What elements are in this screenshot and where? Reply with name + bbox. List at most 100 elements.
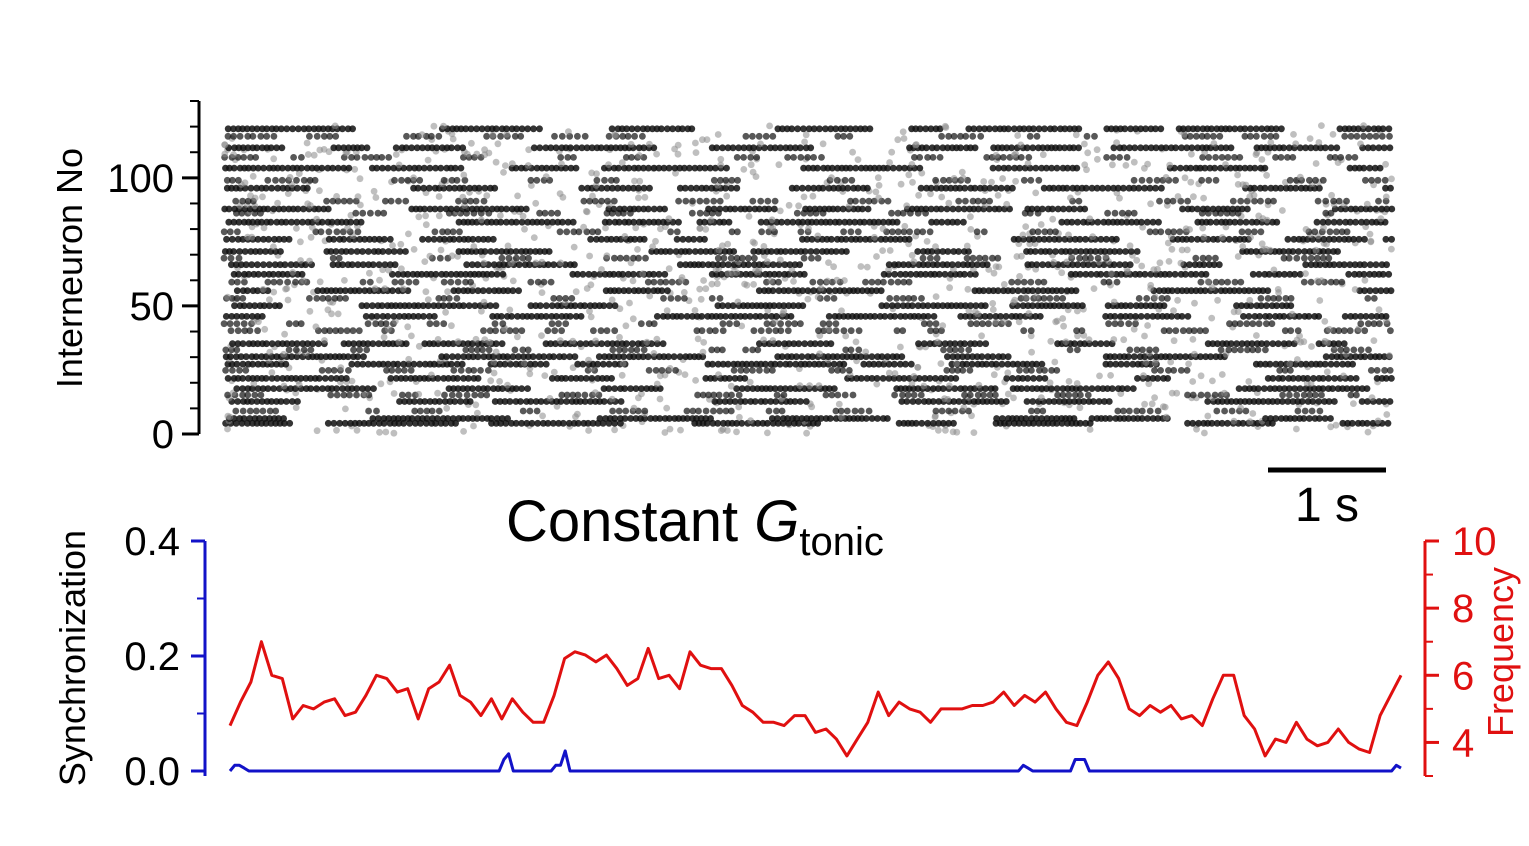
spike-dot	[1312, 176, 1319, 184]
spike-dot	[1202, 327, 1209, 335]
spike-dot	[873, 253, 880, 260]
spike-dot	[1332, 421, 1340, 429]
spike-dot	[525, 254, 532, 262]
spike-dot	[1016, 313, 1024, 320]
spike-dot	[1105, 398, 1113, 405]
spike-dot	[1321, 144, 1329, 152]
spike-dot	[683, 407, 691, 415]
spike-dot	[246, 302, 254, 310]
spike-dot	[513, 254, 520, 262]
spike-dot	[905, 235, 913, 243]
spike-dot	[1227, 144, 1235, 152]
spike-dot	[361, 390, 369, 398]
spike-dot	[459, 144, 467, 152]
spike-dot	[1368, 313, 1375, 320]
spike-dot	[1040, 278, 1048, 286]
spike-dot	[425, 184, 433, 192]
spike-dot	[865, 360, 873, 368]
spike-dot	[845, 367, 853, 374]
spike-dot	[571, 261, 578, 269]
spike-dot	[263, 340, 270, 348]
spike-dot	[1033, 261, 1041, 269]
spike-dot	[1047, 385, 1055, 392]
spike-dot	[401, 367, 408, 374]
spike-dot	[743, 367, 750, 374]
spike-dot	[239, 360, 247, 368]
spike-dot	[457, 367, 465, 374]
spike-dot	[1053, 295, 1061, 302]
spike-dot	[1202, 353, 1210, 361]
spike-dot	[353, 391, 360, 399]
spike-dot	[702, 375, 710, 382]
spike-dot	[634, 246, 641, 253]
spike-dot	[1131, 144, 1139, 152]
spike-dot	[345, 340, 352, 348]
spike-dot	[710, 205, 718, 213]
spike-dot	[929, 398, 937, 405]
spike-dot	[751, 398, 759, 405]
spike-dot	[1274, 340, 1282, 348]
spike-dot	[1221, 407, 1228, 415]
spike-dot	[731, 398, 739, 405]
spike-dot	[1051, 358, 1059, 366]
spike-dot	[711, 398, 719, 405]
spike-dot	[932, 375, 939, 382]
spike-dot	[1022, 294, 1030, 301]
spike-dot	[1284, 398, 1292, 405]
spike-dot	[1329, 131, 1337, 138]
spike-dot	[1156, 197, 1163, 205]
spike-dot	[519, 254, 527, 262]
spike-dot	[419, 235, 426, 243]
spike-dot	[775, 340, 783, 348]
spike-dot	[733, 428, 740, 436]
spike-dot	[272, 176, 279, 184]
spike-dot	[785, 287, 792, 295]
spike-dot	[681, 295, 688, 302]
spike-dot	[786, 398, 794, 405]
spike-dot	[1065, 378, 1073, 385]
spike-dot	[1277, 360, 1285, 368]
spike-dot	[390, 313, 398, 320]
spike-dot	[416, 398, 424, 405]
spike-dot	[769, 132, 777, 140]
spike-dot	[787, 313, 795, 320]
spike-dot	[278, 176, 286, 184]
spike-dot	[1033, 132, 1041, 140]
spike-dot	[1110, 298, 1118, 306]
spike-dot	[767, 398, 775, 405]
spike-dot	[421, 340, 429, 348]
spike-dot	[220, 254, 228, 262]
spike-dot	[1097, 270, 1105, 278]
spike-dot	[1371, 270, 1378, 278]
spike-dot	[574, 391, 582, 399]
spike-dot	[1388, 175, 1395, 183]
spike-dot	[477, 391, 485, 399]
spike-dot	[822, 391, 830, 399]
spike-dot	[1015, 318, 1023, 326]
spike-dot	[484, 367, 492, 374]
spike-dot	[501, 360, 509, 368]
spike-dot	[273, 375, 281, 382]
spike-dot	[531, 360, 539, 368]
spike-dot	[1077, 391, 1084, 399]
spike-dot	[593, 170, 600, 178]
spike-dot	[268, 369, 276, 376]
spike-dot	[1138, 218, 1145, 226]
spike-dot	[1028, 348, 1035, 356]
spike-dot	[784, 154, 791, 161]
spike-dot	[1189, 336, 1197, 343]
spike-dot	[440, 302, 447, 310]
spike-dot	[567, 144, 574, 152]
spike-dot	[405, 313, 413, 320]
spike-dot	[266, 348, 274, 356]
spike-dot	[594, 360, 601, 368]
spike-dot	[254, 385, 262, 392]
spike-dot	[412, 278, 420, 286]
spike-dot	[1210, 140, 1218, 147]
spike-dot	[504, 415, 511, 422]
spike-dot	[241, 179, 249, 187]
spike-dot	[514, 313, 521, 320]
spike-dot	[508, 313, 515, 320]
spike-dot	[818, 154, 825, 161]
spike-dot	[1370, 337, 1378, 344]
